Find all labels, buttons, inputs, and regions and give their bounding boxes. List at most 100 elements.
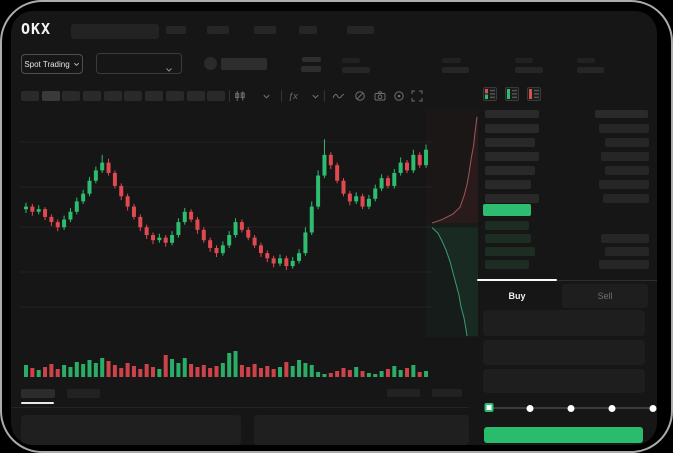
bottom-action-placeholder[interactable]	[432, 389, 462, 397]
timeframe-slot[interactable]	[83, 91, 102, 101]
timeframe-slot[interactable]	[207, 91, 226, 101]
order-input-placeholder[interactable]	[483, 310, 645, 336]
ask-price-placeholder	[485, 180, 531, 189]
bid-amount-placeholder	[601, 234, 649, 243]
slider-stop[interactable]	[526, 404, 534, 412]
ask-row[interactable]	[485, 138, 649, 147]
tab-sell[interactable]: Sell	[562, 284, 648, 308]
timeframe-slot[interactable]	[186, 91, 205, 101]
active-bottom-tab-indicator	[21, 402, 54, 404]
coin-icon	[204, 57, 217, 70]
timeframe-slot[interactable]	[21, 91, 39, 101]
snapshot-icon[interactable]	[373, 89, 387, 103]
ask-price-placeholder	[485, 124, 539, 133]
okx-logo[interactable]: OKX	[21, 20, 52, 38]
order-form-fields	[483, 310, 645, 397]
bid-row[interactable]	[485, 260, 649, 269]
line-tool-icon[interactable]	[331, 89, 345, 103]
timeframe-slot[interactable]	[62, 91, 81, 101]
last-price-badge[interactable]	[483, 204, 531, 216]
amount-slider[interactable]	[484, 400, 657, 416]
fullscreen-icon[interactable]	[410, 89, 424, 103]
bid-row[interactable]	[485, 247, 649, 256]
orders-tab-placeholder[interactable]	[21, 389, 55, 398]
stat-label-placeholder	[515, 58, 533, 63]
buy-submit-button[interactable]	[484, 427, 643, 443]
timeframe-slot[interactable]	[145, 91, 164, 101]
last-price-placeholder	[301, 66, 321, 72]
ask-row[interactable]	[485, 180, 649, 189]
order-input-placeholder[interactable]	[483, 340, 645, 365]
depth-chart[interactable]	[426, 109, 478, 337]
ask-price-placeholder	[485, 152, 539, 161]
nav-item-placeholder[interactable]	[166, 26, 186, 34]
candlestick-chart[interactable]	[19, 109, 431, 381]
search-input[interactable]	[71, 24, 159, 39]
chart-type-icon[interactable]	[233, 89, 247, 103]
timeframe-slot[interactable]	[124, 91, 143, 101]
history-tab-placeholder[interactable]	[67, 389, 100, 398]
pair-selector-dropdown[interactable]	[96, 53, 182, 74]
price-change-placeholder	[302, 57, 321, 62]
ask-price-placeholder	[485, 166, 535, 175]
pair-name-placeholder	[221, 58, 267, 70]
bottom-action-placeholder[interactable]	[387, 389, 420, 397]
timeframe-row	[21, 91, 226, 101]
bids-list	[485, 221, 649, 273]
ask-amount-placeholder	[605, 166, 649, 175]
ask-row[interactable]	[485, 166, 649, 175]
bid-price-placeholder	[485, 260, 529, 269]
ask-row[interactable]	[485, 152, 649, 161]
stat-label-placeholder	[577, 58, 595, 63]
slider-stop[interactable]	[649, 404, 657, 412]
slider-stop[interactable]	[608, 404, 616, 412]
slider-handle[interactable]	[484, 403, 494, 412]
stat-value-placeholder	[442, 67, 469, 73]
market-type-selector[interactable]: Spot Trading	[21, 54, 83, 74]
timeframe-slot[interactable]	[41, 91, 60, 101]
chevron-down-icon[interactable]	[259, 89, 273, 103]
ask-amount-placeholder	[605, 138, 649, 147]
tab-buy[interactable]: Buy	[508, 291, 526, 301]
bid-row[interactable]	[485, 234, 649, 243]
settings-icon[interactable]	[392, 89, 406, 103]
chevron-down-icon[interactable]	[308, 89, 322, 103]
nav-item-placeholder[interactable]	[254, 26, 276, 34]
ask-row[interactable]	[485, 124, 649, 133]
trade-tabs-divider	[477, 280, 657, 281]
header-action-placeholder[interactable]	[347, 26, 374, 34]
timeframe-slot[interactable]	[103, 91, 122, 101]
bid-price-placeholder	[485, 247, 535, 256]
book-bids-view-icon[interactable]	[505, 87, 519, 101]
bottom-divider	[11, 407, 469, 408]
ask-price-placeholder	[485, 194, 539, 203]
ask-amount-placeholder	[599, 180, 649, 189]
bid-amount-placeholder	[605, 247, 649, 256]
timeframe-slot[interactable]	[165, 91, 184, 101]
toolbar-divider	[229, 90, 230, 102]
order-history-table-placeholder	[254, 415, 469, 445]
slider-stop[interactable]	[567, 404, 575, 412]
toolbar-divider	[281, 90, 282, 102]
nav-item-placeholder[interactable]	[207, 26, 229, 34]
stat-value-placeholder	[515, 67, 543, 73]
book-header-price-placeholder	[485, 110, 539, 118]
book-combined-view-icon[interactable]	[483, 87, 497, 101]
hide-drawings-icon[interactable]	[353, 89, 367, 103]
active-tab-indicator	[477, 279, 557, 281]
bid-price-placeholder	[485, 221, 529, 230]
nav-item-placeholder[interactable]	[299, 26, 317, 34]
stat-label-placeholder	[442, 58, 461, 63]
chevron-down-icon	[165, 61, 173, 79]
indicators-icon[interactable]: ƒx	[288, 91, 298, 101]
ask-row[interactable]	[485, 194, 649, 203]
ask-amount-placeholder	[601, 152, 649, 161]
asks-list	[485, 124, 649, 208]
open-orders-table-placeholder	[21, 415, 241, 445]
order-input-placeholder[interactable]	[483, 369, 645, 393]
stat-value-placeholder	[342, 67, 370, 73]
bid-row[interactable]	[485, 221, 649, 230]
book-asks-view-icon[interactable]	[527, 87, 541, 101]
